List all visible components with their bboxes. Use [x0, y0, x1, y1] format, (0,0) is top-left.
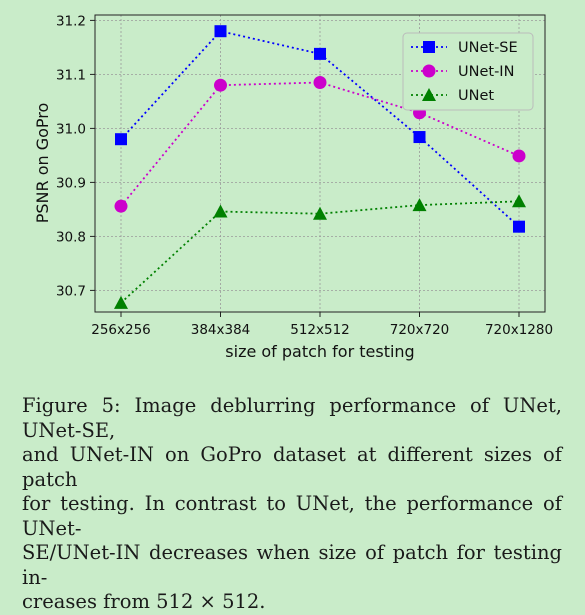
legend: UNet-SE UNet-IN UNet — [402, 32, 534, 111]
legend-label-unet: UNet — [458, 88, 494, 104]
data-point-unet-se — [115, 133, 127, 146]
data-point-unet — [114, 295, 128, 309]
data-point-unet-se — [214, 25, 227, 38]
caption-line: for testing. In contrast to UNet, the pe… — [22, 492, 562, 540]
y-tick-label: 30.7 — [56, 283, 86, 299]
data-point-unet-in — [214, 78, 227, 92]
data-point-unet-se — [413, 131, 426, 144]
chart: 256x256 384x384 512x512 720x720 720x1280 30.7… — [33, 13, 553, 361]
legend-marker-unet — [422, 88, 436, 101]
y-axis-label: PSNR on GoPro — [33, 103, 52, 224]
x-tick-label: 512x512 — [290, 322, 350, 338]
data-point-unet-in — [512, 149, 526, 163]
data-point-unet — [213, 204, 228, 218]
figure-caption: Figure 5: Image deblurring performance o… — [22, 394, 562, 615]
legend-label-unet-in: UNet-IN — [458, 64, 514, 80]
data-point-unet-in — [114, 199, 128, 213]
y-tick-label: 31.0 — [56, 121, 86, 137]
x-tick-label: 720x1280 — [485, 322, 553, 338]
caption-line: and UNet-IN on GoPro dataset at differen… — [22, 443, 562, 491]
legend-label-unet-se: UNet-SE — [458, 40, 518, 56]
y-tick-label: 30.8 — [56, 229, 86, 245]
series-line-unet — [120, 200, 520, 304]
axis-ticks: 256x256 384x384 512x512 720x720 720x1280 30.7… — [56, 13, 553, 338]
data-point-unet-in — [313, 76, 327, 89]
y-tick-label: 31.1 — [56, 67, 86, 83]
legend-marker-unet-in — [422, 64, 436, 78]
data-point-unet-se — [314, 47, 326, 60]
x-tick-label: 384x384 — [191, 322, 251, 338]
data-point-unet-se — [513, 220, 525, 233]
caption-line: Figure 5: Image deblurring performance o… — [22, 394, 562, 442]
y-tick-label: 31.2 — [56, 13, 86, 29]
data-point-unet — [313, 206, 327, 220]
x-axis-label: size of patch for testing — [225, 342, 414, 361]
legend-box — [402, 32, 534, 111]
data-point-unet — [412, 198, 427, 212]
caption-line: SE/UNet-IN decreases when size of patch … — [22, 541, 562, 589]
y-tick-label: 30.9 — [56, 175, 86, 191]
data-point-unet — [512, 194, 526, 208]
caption-line: creases from 512 × 512. — [22, 590, 266, 613]
x-tick-label: 256x256 — [91, 322, 151, 338]
legend-marker-unet-se — [423, 41, 435, 53]
x-tick-label: 720x720 — [390, 322, 450, 338]
